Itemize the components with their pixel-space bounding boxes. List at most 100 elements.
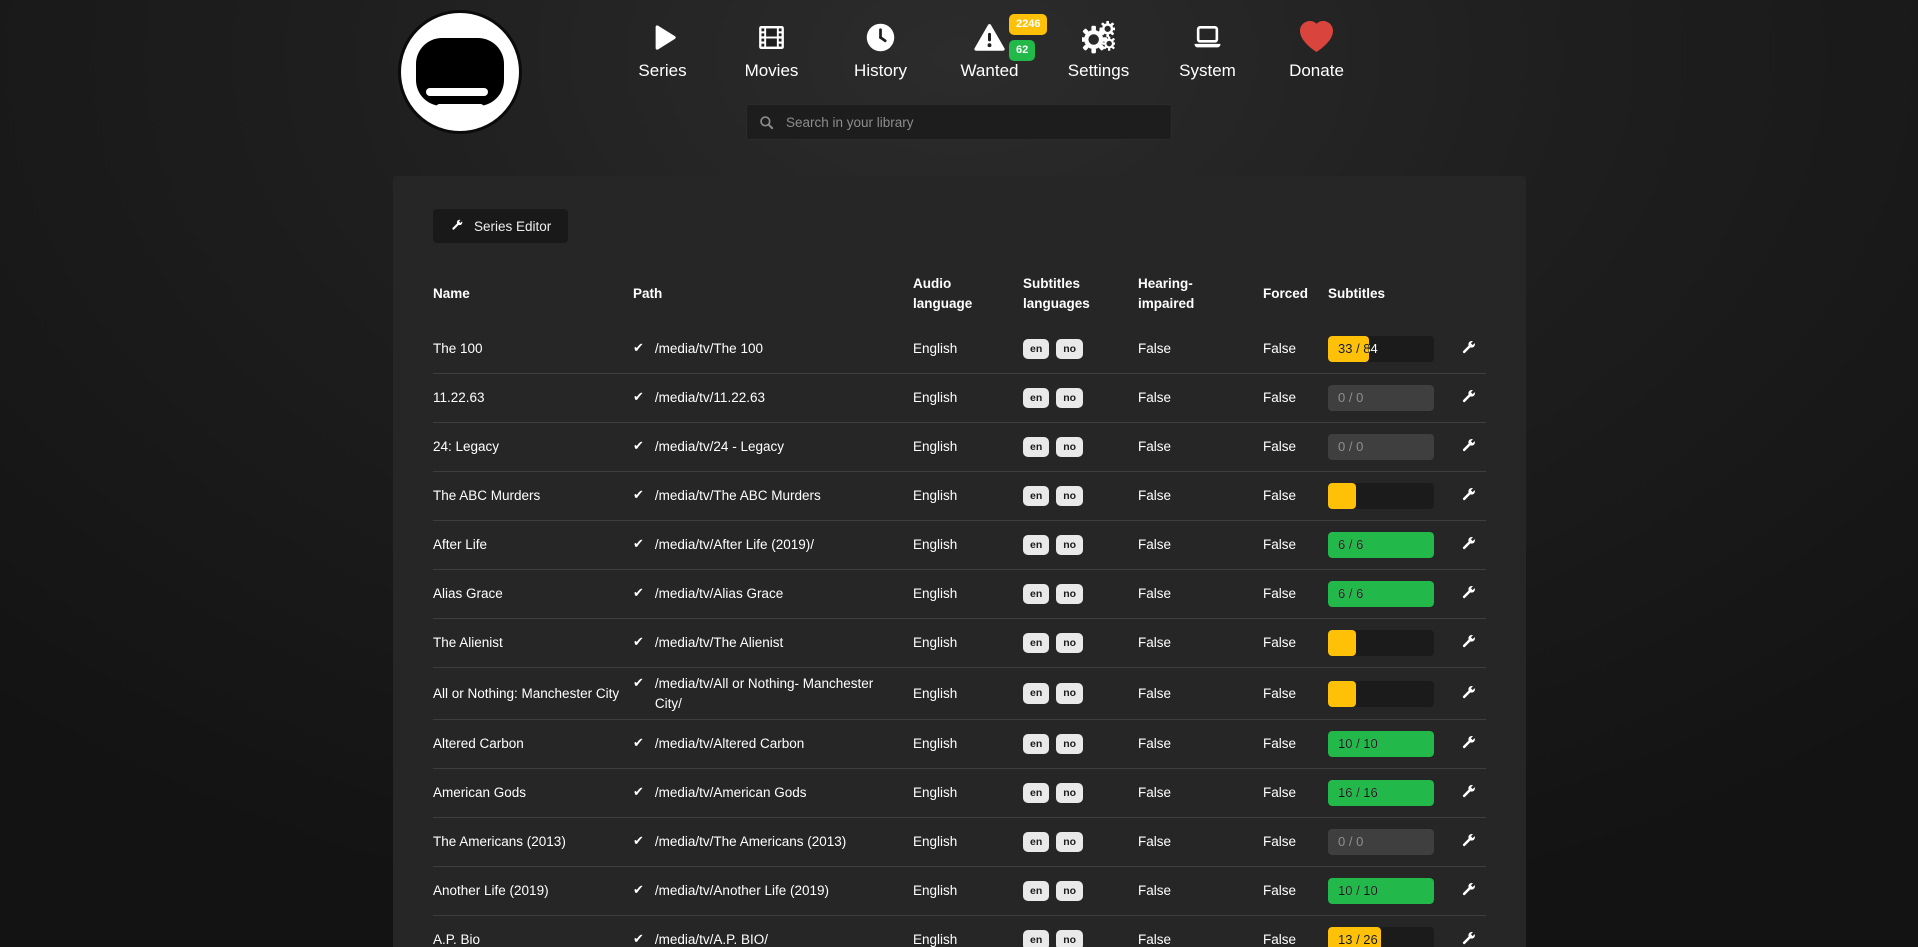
edit-series-button[interactable] [1460, 535, 1477, 555]
check-icon: ✔ [633, 585, 644, 601]
series-name: Another Life (2019) [433, 883, 549, 899]
subtitles-languages: en no [1023, 875, 1138, 908]
language-badge: en [1023, 338, 1050, 360]
edit-series-button[interactable] [1460, 339, 1477, 359]
series-editor-button[interactable]: Series Editor [433, 209, 569, 243]
edit-series-button[interactable] [1460, 684, 1477, 704]
subtitles-languages: en no [1023, 924, 1138, 947]
nav-item-wanted[interactable]: Wanted 2246 62 [935, 6, 1048, 81]
subtitles-cell [1328, 477, 1463, 515]
subtitles-languages: en no [1023, 677, 1138, 710]
edit-series-button[interactable] [1460, 486, 1477, 506]
header-cell-hearing-impaired: Hearing-impaired [1138, 276, 1195, 311]
nav-item-history[interactable]: History [826, 6, 935, 81]
language-badge: en [1023, 583, 1050, 605]
forced: False [1263, 834, 1297, 850]
table-row: A.P. Bio ✔/media/tv/A.P. BIO/English en no F… [433, 916, 1486, 947]
edit-series-button[interactable] [1460, 930, 1477, 947]
wrench-icon [1460, 486, 1477, 506]
check-icon: ✔ [633, 487, 644, 503]
forced: False [1263, 635, 1297, 651]
subtitles-progress [1328, 483, 1434, 509]
series-name: The ABC Murders [433, 488, 541, 504]
search-input[interactable] [784, 113, 1159, 131]
progress-fill [1328, 927, 1381, 947]
subtitles-cell: 16 / 16 16 / 16 [1328, 774, 1463, 812]
nav-item-movies[interactable]: Movies [717, 6, 826, 81]
progress-label: 33 / 84 [1338, 341, 1378, 356]
progress-label: 16 / 16 [1338, 785, 1378, 801]
path-text: /media/tv/The 100 [654, 341, 763, 357]
audio-language: English [913, 537, 958, 553]
table-row: American Gods ✔ /media/tv/American Gods Eng… [433, 769, 1486, 819]
progress-label: 10 / 10 [1338, 736, 1378, 752]
nav-item-system[interactable]: System [1153, 6, 1262, 81]
wrench-icon [1460, 437, 1477, 457]
table-row: Altered Carbon ✔ /media/tv/Altered Carbon E… [433, 720, 1487, 770]
progress-label-overlay: 13 / 26 [1338, 932, 1378, 947]
progress-label-overlay: 10 / 10 [1338, 736, 1378, 752]
heart-icon [1300, 20, 1333, 54]
nav-item-settings[interactable]: Settings [1044, 6, 1153, 81]
edit-series-cell [1460, 431, 1487, 463]
check-icon: ✔ [633, 675, 644, 690]
check-icon: ✔ [633, 931, 644, 947]
edit-series-button[interactable] [1460, 783, 1477, 803]
check-icon: ✔ [633, 634, 644, 650]
subtitles-cell [1328, 624, 1463, 662]
series-path: ✔ /media/tv/The Americans (2013) [633, 826, 913, 858]
check-icon: ✔ [633, 784, 644, 800]
edit-series-button[interactable] [1460, 881, 1477, 901]
series-name: The Americans (2013) [433, 834, 566, 850]
edit-series-cell [1460, 627, 1487, 659]
path-text: /media/tv/24 - Legacy [654, 439, 784, 455]
library-search[interactable] [746, 104, 1172, 140]
series-editor-label: Series Editor [474, 218, 552, 234]
edit-series-cell [1460, 728, 1487, 760]
series-path: ✔ /media/tv/American Gods [633, 777, 913, 809]
table-row: The ABC Murders ✔ /media/tv/The ABC Murder… [433, 472, 1486, 521]
check-icon: ✔ [633, 536, 644, 552]
app-logo[interactable] [398, 10, 522, 134]
edit-series-cell [1460, 678, 1487, 710]
path-text: /media/tv/American Gods [654, 785, 807, 801]
edit-series-button[interactable] [1460, 437, 1477, 457]
edit-series-button[interactable] [1460, 388, 1477, 408]
header-cell-forced: Forced [1263, 286, 1309, 302]
forced: False [1263, 785, 1297, 801]
series-name: 11.22.63 [433, 390, 485, 406]
progress-label: 13 / 26 [1338, 932, 1378, 947]
series-name: Altered Carbon [433, 736, 524, 752]
edit-series-button[interactable] [1460, 832, 1477, 852]
nav-item-donate[interactable]: Donate [1262, 6, 1371, 81]
edit-series-cell [1460, 875, 1487, 907]
audio-language: English [913, 586, 958, 602]
audio-language: English [913, 341, 958, 357]
header-cell-path: Path [633, 286, 663, 302]
edit-series-button[interactable] [1460, 633, 1477, 653]
laptop-icon [1191, 20, 1224, 54]
table-row: The Americans (2013) ✔ /media/tv/The Ameri… [433, 818, 1486, 868]
language-badge: no [1056, 880, 1084, 902]
path-text: /media/tv/All or Nothing- Manchester Cit… [654, 676, 874, 711]
content-panel: Series Editor Name Path Audio language Subt… [393, 176, 1526, 947]
edit-series-button[interactable] [1460, 734, 1477, 754]
progress-fill [1328, 581, 1434, 607]
subtitles-progress: 16 / 16 16 / 16 [1328, 780, 1434, 807]
nav-item-series[interactable]: Series [608, 6, 717, 81]
nav-item-label: Movies [744, 61, 799, 80]
subtitles-languages: en no [1023, 480, 1138, 513]
language-badge: no [1056, 831, 1084, 853]
subtitles-languages: en no [1023, 728, 1138, 761]
play-icon [646, 20, 679, 54]
progress-fill [1328, 731, 1434, 758]
edit-series-cell [1460, 382, 1487, 414]
gears-icon [1082, 20, 1115, 54]
edit-series-button[interactable] [1460, 584, 1477, 604]
table-row: 11.22.63 ✔/media/tv/11.22.63 English en no Fa… [433, 374, 1486, 423]
subtitles-languages: en no [1023, 578, 1138, 611]
subtitles-cell: 10 / 10 10 / 10 [1328, 872, 1463, 910]
